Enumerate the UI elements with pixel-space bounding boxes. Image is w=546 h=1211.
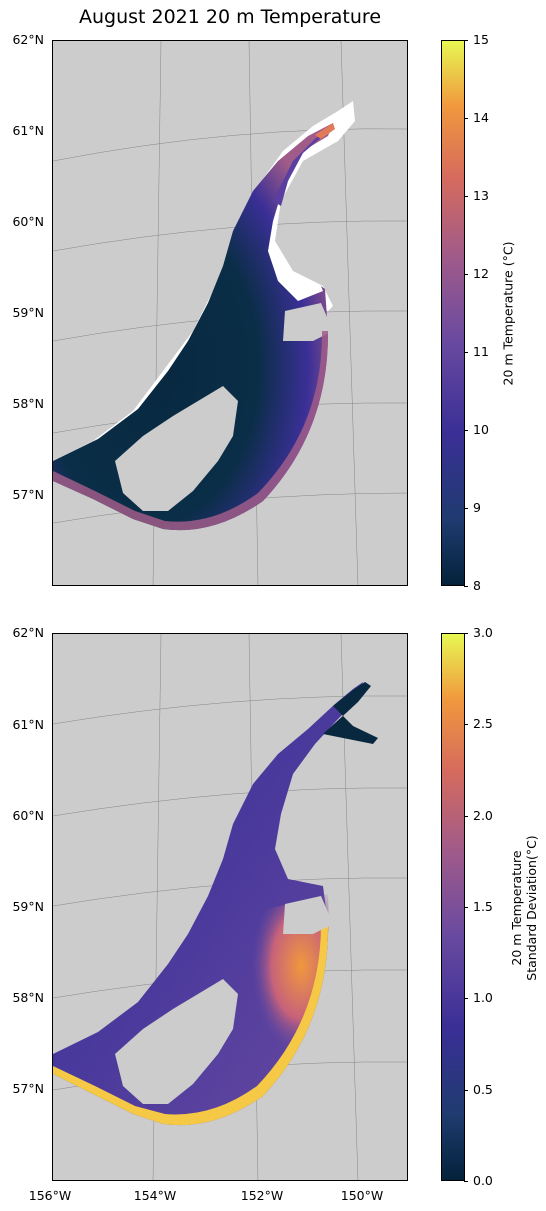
inlet-field — [273, 125, 333, 206]
inlet-warm-patch — [315, 123, 335, 139]
p1-tick: 15 — [464, 32, 489, 47]
temperature-colorbar-label: 20 m Temperature (°C) — [500, 241, 516, 386]
p1-tick: 14 — [464, 110, 489, 125]
stddev-colorbar-label-line2: Standard Deviation(°C) — [524, 835, 539, 981]
stddev-colorbar-label: 20 m Temperature Standard Deviation(°C) — [509, 818, 539, 998]
p1-lat-59: 59°N — [12, 305, 44, 320]
temperature-map — [52, 40, 408, 586]
p1-tick: 13 — [464, 188, 489, 203]
kenai-land — [283, 896, 333, 934]
kenai-land — [283, 303, 333, 341]
temperature-field — [53, 123, 333, 531]
p2-lat-59: 59°N — [12, 899, 44, 914]
p1-lat-58: 58°N — [12, 396, 44, 411]
kodiak-island — [115, 386, 238, 511]
p1-lat-62: 62°N — [12, 32, 44, 47]
lon-152: 152°W — [240, 1188, 284, 1203]
p2-tick: 2.5 — [464, 716, 493, 731]
stddev-colorbar-label-line1: 20 m Temperature — [509, 850, 524, 966]
stddev-map — [52, 633, 408, 1181]
p2-lat-60: 60°N — [12, 808, 44, 823]
temperature-colorbar — [441, 40, 465, 586]
p2-tick: 2.0 — [464, 808, 493, 823]
p2-tick: 0.5 — [464, 1082, 493, 1097]
p1-lat-61: 61°N — [12, 123, 44, 138]
p1-tick: 8 — [464, 578, 481, 593]
kodiak-island — [115, 979, 238, 1104]
lon-156: 156°W — [28, 1188, 72, 1203]
p2-tick: 1.5 — [464, 899, 493, 914]
p1-lat-57: 57°N — [12, 487, 44, 502]
p2-lat-58: 58°N — [12, 990, 44, 1005]
stddev-map-svg — [53, 634, 407, 1180]
p1-tick: 12 — [464, 266, 489, 281]
p2-lat-62: 62°N — [12, 625, 44, 640]
p1-tick: 10 — [464, 422, 489, 437]
p2-tick: 3.0 — [464, 625, 493, 640]
p1-tick: 9 — [464, 500, 481, 515]
lon-150: 150°W — [340, 1188, 384, 1203]
p2-lat-61: 61°N — [12, 717, 44, 732]
figure-title: August 2021 20 m Temperature — [78, 6, 382, 28]
p1-lat-60: 60°N — [12, 214, 44, 229]
lon-154: 154°W — [133, 1188, 177, 1203]
p2-tick: 1.0 — [464, 990, 493, 1005]
upper-inlet-low — [323, 682, 378, 744]
p1-tick: 11 — [464, 344, 489, 359]
temperature-map-svg — [53, 41, 407, 585]
stddev-colorbar — [441, 633, 465, 1181]
p2-lat-57: 57°N — [12, 1081, 44, 1096]
p2-tick: 0.0 — [464, 1173, 493, 1188]
